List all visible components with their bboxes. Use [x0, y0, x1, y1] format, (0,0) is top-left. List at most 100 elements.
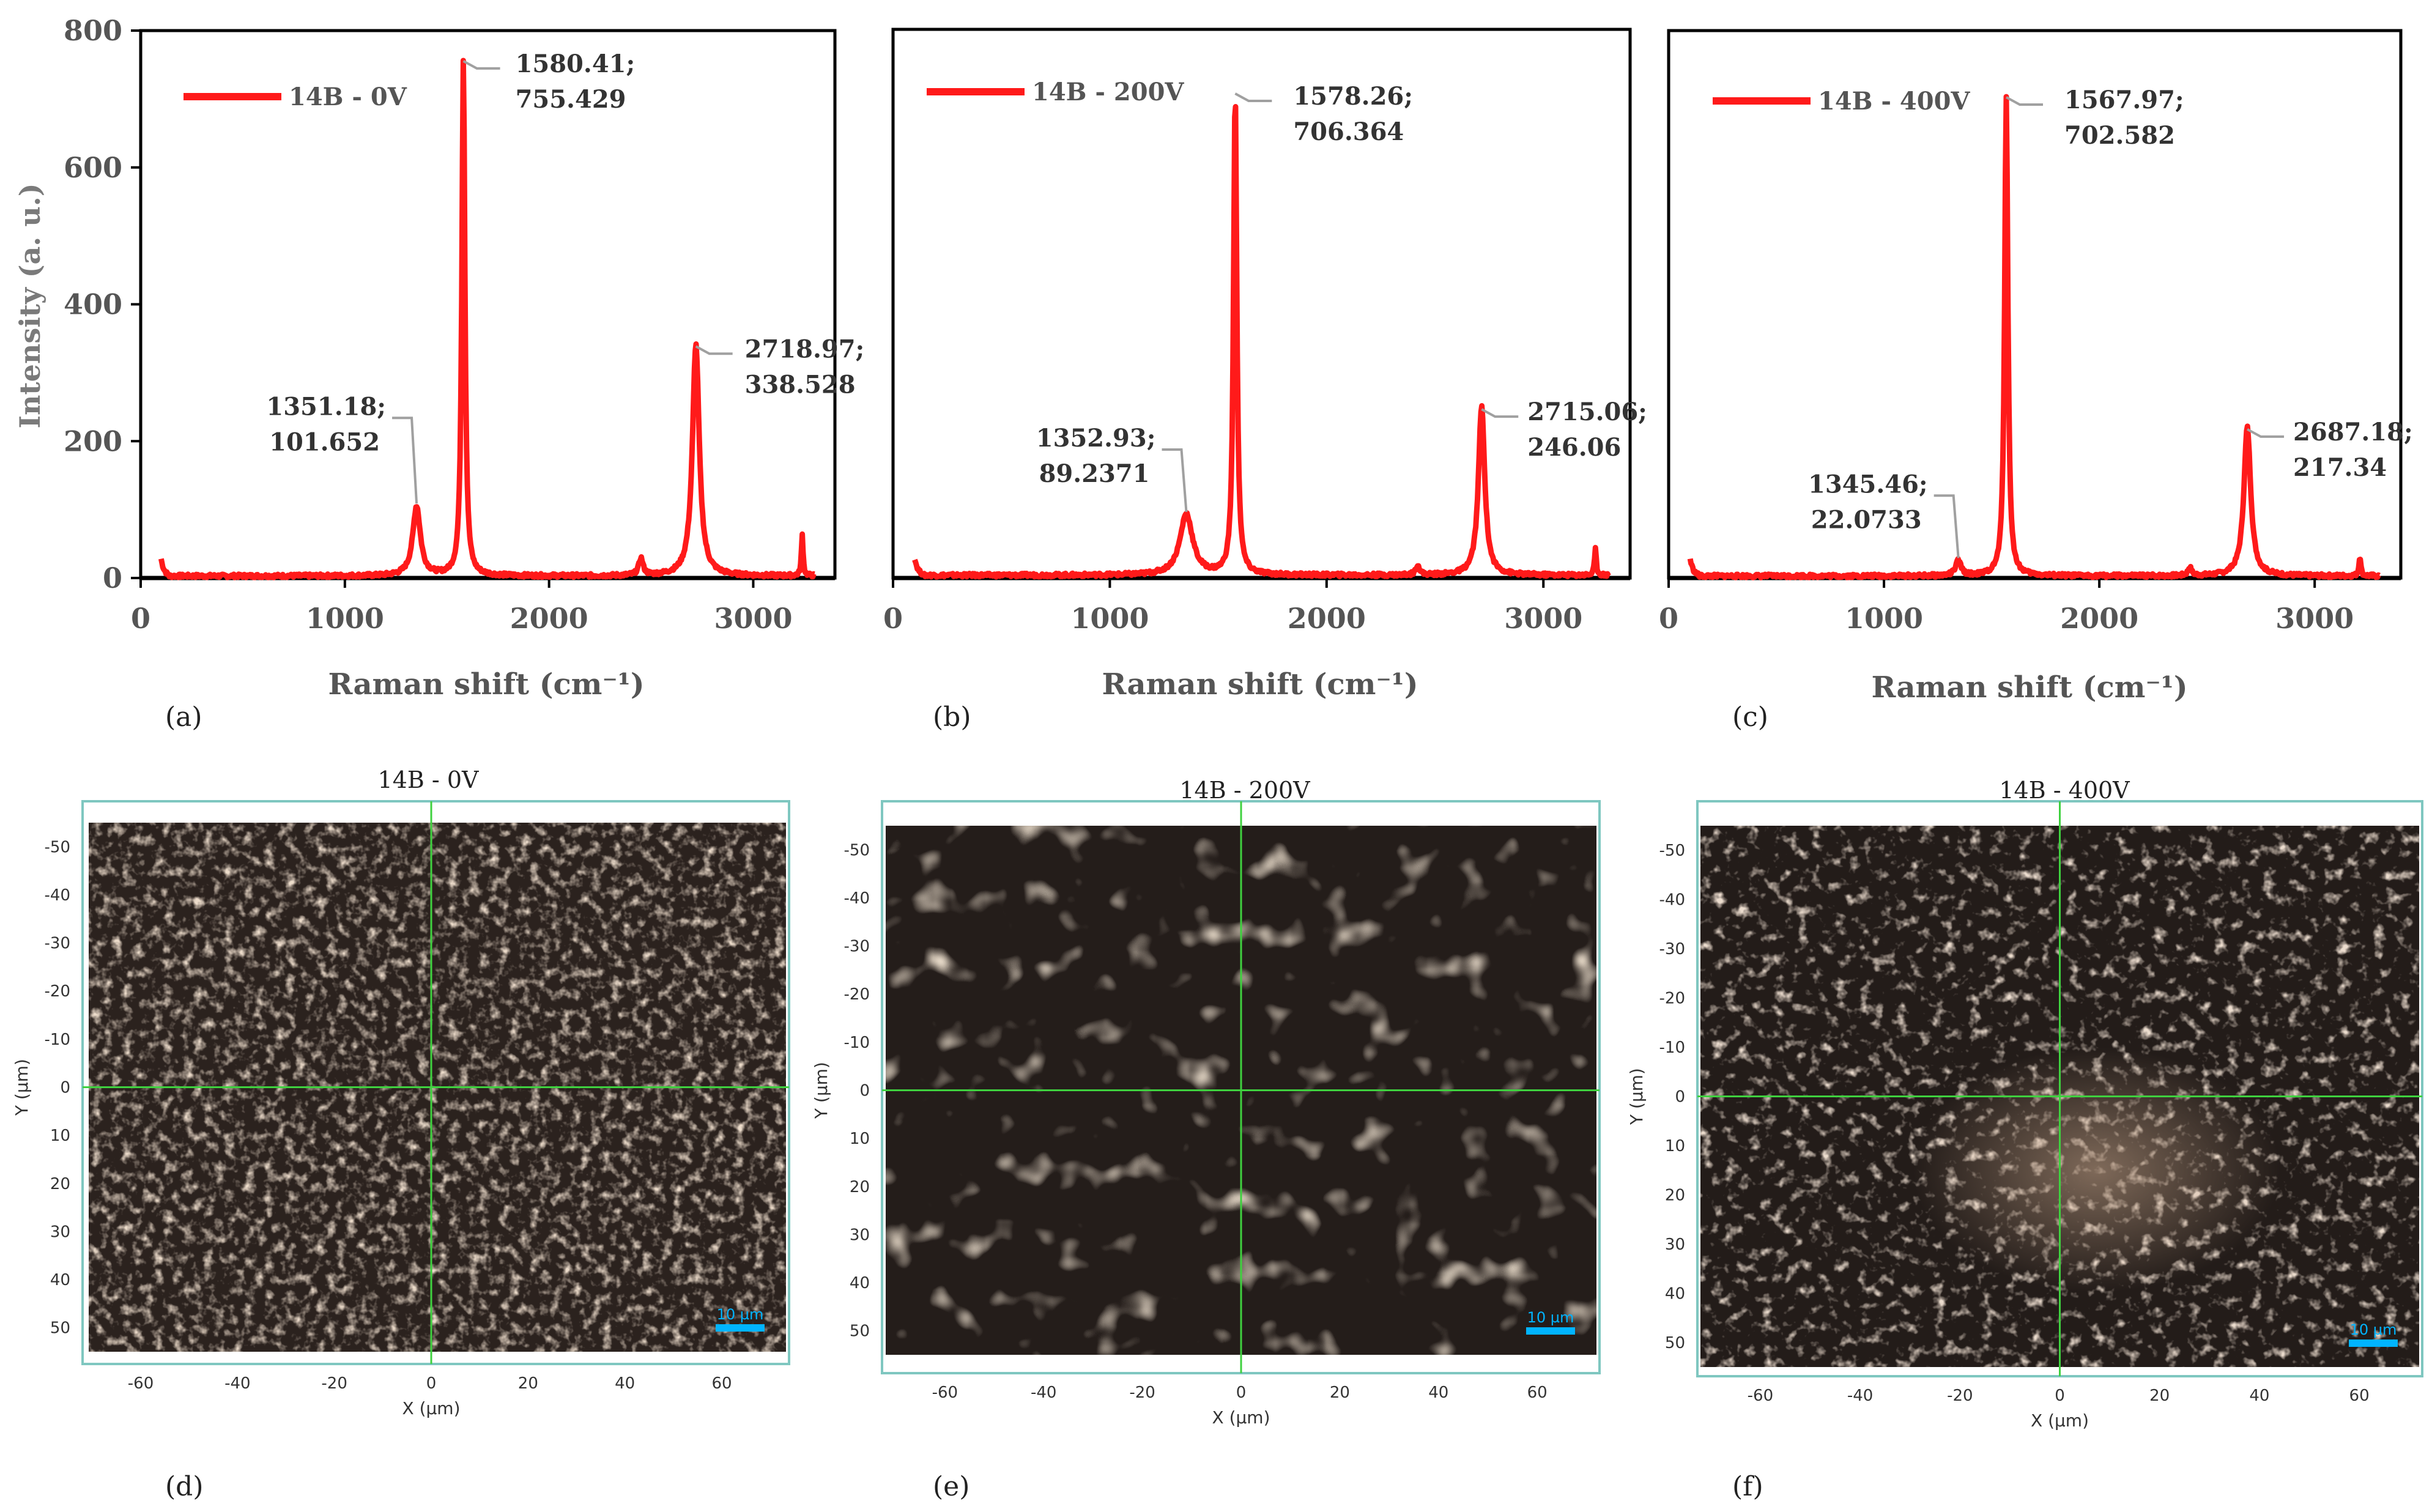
y-tick-label: -40 [1659, 891, 1685, 910]
scale-bar-label: 10 µm [2350, 1321, 2397, 1338]
micrograph-title-f: 14B - 400V [1999, 777, 2130, 804]
y-tick-label: -10 [1659, 1039, 1685, 1057]
y-tick-label: -40 [844, 889, 870, 908]
annotation-leader [392, 417, 418, 504]
x-tick-label: 0 [131, 602, 150, 635]
y-tick-label: -20 [844, 985, 870, 1004]
annotation-leader [1481, 408, 1519, 418]
x-tick-label: 40 [1428, 1384, 1448, 1402]
x-tick-label: -60 [1748, 1387, 1773, 1405]
plot-frame [139, 29, 837, 580]
scale-bar [2349, 1340, 2398, 1347]
annotation-leader [1234, 92, 1272, 102]
y-tick-label: 20 [850, 1178, 870, 1196]
y-tick-label: 40 [50, 1271, 70, 1289]
y-tick-label: 10 [850, 1130, 870, 1148]
annotation-leader [1162, 448, 1188, 513]
annotation-leader [462, 60, 500, 70]
spectrum-line [1687, 94, 2381, 580]
x-axis-title: X (µm) [2031, 1410, 2089, 1431]
panel-label-e: (e) [933, 1471, 969, 1502]
y-tick-label: 0 [1675, 1088, 1685, 1106]
micrograph-title-e: 14B - 200V [1179, 777, 1310, 804]
annotation-leader [2247, 428, 2285, 438]
x-tick-label: -40 [1031, 1384, 1056, 1402]
y-tick-label: -30 [1659, 940, 1685, 958]
legend-label: 14B - 200V [1032, 78, 1184, 106]
annotation-label: 101.652 [269, 428, 380, 456]
x-tick-label: 60 [1527, 1384, 1548, 1402]
raman-panel-b: 0 1000 2000 3000 14B - 200V 1352.93; 89.2371 15… [883, 28, 1647, 635]
y-tick-label: 10 [50, 1127, 70, 1145]
y-tick-label: -50 [844, 841, 870, 859]
y-tick-label: 50 [850, 1322, 870, 1341]
micrograph-panel-e: 10 µm -60 -40 -20 0 20 40 60 X (µm) -50 -40 -30 -20 -… [811, 800, 1601, 1428]
micrograph-panel-f: 10 µm -60 -40 -20 0 20 40 60 X (µm) -50 -40 -30 -20 -… [1626, 800, 2423, 1431]
annotation-label: 1580.41; [516, 50, 636, 78]
x-tick-label: 1000 [306, 602, 384, 635]
y-tick-label: -50 [1659, 842, 1685, 860]
x-tick-label: -20 [321, 1374, 347, 1393]
y-tick-label: 40 [850, 1274, 870, 1292]
x-tick-label: 2000 [510, 602, 588, 635]
annotation-label: 2718.97; [745, 335, 865, 363]
y-tick-label: -10 [45, 1031, 70, 1049]
y-axis-title: Y (µm) [12, 1059, 32, 1116]
y-tick-label: -20 [45, 982, 70, 1001]
annotation-label: 755.429 [516, 85, 626, 114]
raman-panel-c: 0 1000 2000 3000 14B - 400V 1345.46; 22.0733 15… [1659, 29, 2413, 635]
x-axis-title: X (µm) [402, 1398, 460, 1418]
legend-label: 14B - 400V [1818, 87, 1970, 116]
annotation-label: 338.528 [745, 370, 856, 399]
x-tick-label: -60 [932, 1384, 958, 1402]
y-tick-label: -40 [45, 886, 70, 905]
y-tick-label: 0 [60, 1079, 70, 1097]
x-axis-title-a: Raman shift (cm⁻¹) [328, 667, 644, 702]
x-tick-label: 20 [1330, 1384, 1350, 1402]
y-tick-label: -10 [844, 1034, 870, 1052]
plot-frame [891, 28, 1632, 580]
x-tick-label: 20 [2149, 1387, 2170, 1405]
x-tick-label: 3000 [1504, 602, 1582, 635]
x-tick-label: 1000 [1070, 602, 1149, 635]
annotation-label: 2715.06; [1527, 398, 1647, 426]
x-tick-label: 3000 [714, 602, 792, 635]
x-tick-label: 0 [426, 1374, 437, 1393]
legend-label: 14B - 0V [289, 83, 407, 111]
x-tick-label: -20 [1947, 1387, 1973, 1405]
micrograph-panel-d: 10 µm -60 -40 -20 0 20 40 60 X (µm) -50 -40 -30 -20 -… [12, 800, 790, 1418]
x-axis-title-b: Raman shift (cm⁻¹) [1102, 667, 1418, 702]
y-tick-label: 800 [64, 14, 122, 47]
annotation-label: 1351.18; [266, 392, 386, 421]
panel-label-a: (a) [165, 702, 202, 733]
x-tick-label: 40 [2249, 1387, 2269, 1405]
scale-bar [716, 1324, 765, 1332]
x-tick-label: 40 [615, 1374, 635, 1393]
bright-region [1913, 1047, 2280, 1292]
y-tick-label: 400 [64, 288, 122, 321]
y-axis-title: Y (µm) [811, 1062, 831, 1119]
annotation-leader [695, 345, 733, 355]
x-axis-title: X (µm) [1212, 1407, 1270, 1428]
y-axis-title: Y (µm) [1626, 1068, 1647, 1125]
y-tick-label: -50 [45, 838, 70, 856]
y-tick-label: 10 [1665, 1137, 1685, 1155]
y-tick-label: 0 [859, 1082, 870, 1100]
scale-bar-label: 10 µm [717, 1306, 764, 1323]
x-tick-label: 0 [1236, 1384, 1247, 1402]
annotation-label: 1352.93; [1036, 424, 1156, 453]
x-tick-label: 60 [711, 1374, 732, 1393]
x-tick-label: 3000 [2275, 602, 2354, 635]
x-tick-label: 0 [883, 602, 903, 635]
x-tick-label: 0 [1659, 602, 1678, 635]
y-tick-label: 200 [64, 424, 122, 458]
annotation-leader [1933, 494, 1960, 558]
x-tick-label: 60 [2349, 1387, 2370, 1405]
y-tick-label: -30 [45, 935, 70, 953]
x-tick-label: 2000 [2060, 602, 2138, 635]
x-tick-label: 2000 [1288, 602, 1366, 635]
annotation-label: 89.2371 [1039, 459, 1150, 488]
raman-panel-a: 0 1000 2000 3000 0 200 400 600 800 14B - 0V 1351.1… [64, 14, 864, 635]
x-tick-label: 1000 [1845, 602, 1923, 635]
x-tick-label: -40 [224, 1374, 250, 1393]
